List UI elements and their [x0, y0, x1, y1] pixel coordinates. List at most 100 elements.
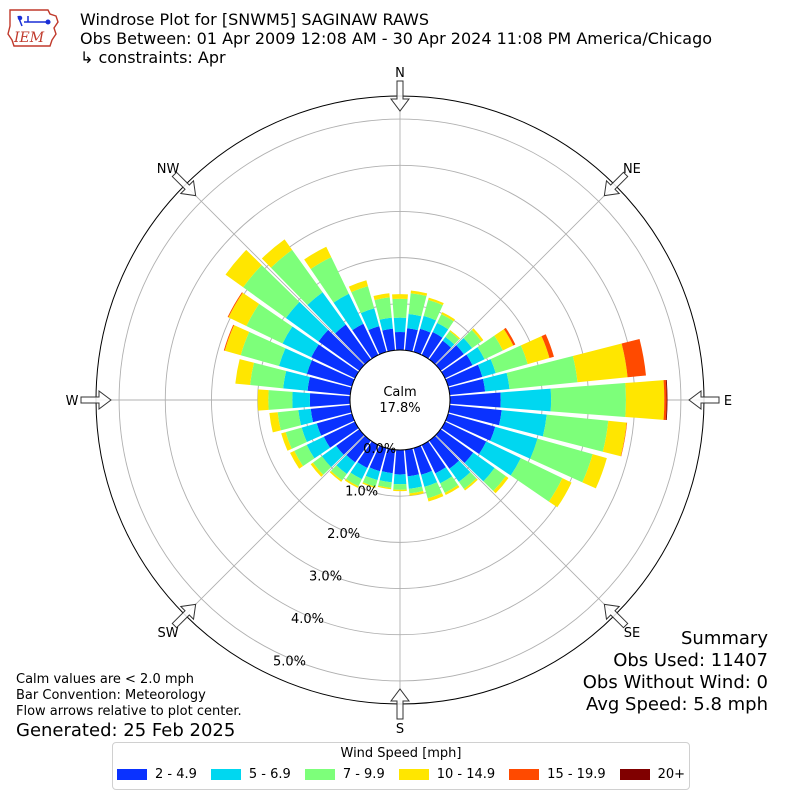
windrose-bar-segment [482, 372, 510, 392]
windrose-bar-segment [483, 467, 506, 492]
windrose-bar-segment [409, 490, 424, 496]
flow-arrow-icon [688, 390, 720, 410]
legend-label: 5 - 6.9 [248, 767, 291, 782]
windrose-bar-segment [520, 336, 550, 365]
windrose-bar-segment [307, 292, 346, 334]
windrose-bar-segment [392, 298, 408, 318]
windrose-bar-segment [294, 444, 315, 467]
windrose-bar-segment [225, 249, 262, 288]
windrose-bar-segment [282, 326, 319, 358]
direction-label-s: S [396, 722, 404, 737]
windrose-bar-segment [365, 467, 380, 481]
windrose-bar-segment [477, 359, 496, 377]
windrose-bar-segment [377, 485, 392, 490]
windrose-bar-segment [423, 299, 443, 321]
windrose-bar-segment [292, 391, 311, 409]
legend-label: 15 - 19.9 [547, 767, 606, 782]
windrose-bar-segment [663, 380, 667, 420]
flow-arrow-icon [390, 80, 410, 112]
windrose-bar-segment [223, 324, 235, 351]
windrose-bar-segment [379, 471, 393, 483]
summary-obs-without-wind: Obs Without Wind: 0 [582, 672, 768, 693]
flow-arrow-icon [603, 603, 629, 629]
windrose-bar-segment [456, 337, 473, 355]
direction-label-w: W [66, 394, 79, 409]
radial-tick-label: 5.0% [273, 654, 306, 669]
generated-date: Generated: 25 Feb 2025 [16, 720, 236, 741]
windrose-bar-segment [466, 347, 485, 366]
windrose-bar-segment [357, 441, 379, 468]
windrose-bar-segment [548, 478, 572, 508]
legend-title: Wind Speed [mph] [340, 746, 462, 761]
direction-label-ne: NE [623, 162, 641, 177]
windrose-bar-segment [445, 413, 496, 441]
legend-label: 7 - 9.9 [342, 767, 385, 782]
windrose-bar-segment [310, 404, 352, 423]
windrose-bar-segment [428, 297, 444, 306]
windrose-bar-segment [323, 421, 359, 448]
windrose-bar-segment [471, 328, 484, 342]
legend: Wind Speed [mph] 2 - 4.9 5 - 6.9 7 - 9.9 10… [112, 742, 690, 790]
summary-heading: Summary [681, 628, 768, 649]
windrose-bar-segment [306, 360, 355, 387]
windrose-bar-segment [408, 486, 424, 494]
windrose-bar-segment [435, 429, 474, 463]
windrose-bar-segment [316, 413, 355, 436]
windrose-bar-segment [278, 348, 312, 374]
windrose-bar-segment [306, 436, 331, 459]
windrose-bar-segment [250, 362, 287, 389]
legend-label: 20+ [657, 767, 686, 782]
radial-tick-label: 4.0% [291, 612, 324, 627]
direction-label-nw: NW [157, 162, 180, 177]
windrose-bar-segment [458, 472, 477, 489]
windrose-bar-segment [283, 370, 310, 391]
direction-label-e: E [724, 394, 732, 409]
grid-spoke [184, 435, 365, 616]
windrose-bar-segment [582, 454, 607, 489]
windrose-bar-segment [277, 410, 301, 431]
windrose-bar-segment [393, 489, 407, 492]
grid-spoke [435, 184, 616, 365]
windrose-bar-segment [621, 338, 646, 378]
bar-convention-note: Bar Convention: Meteorology [16, 688, 206, 703]
windrose-bars [223, 239, 668, 508]
windrose-bar-segment [369, 445, 387, 472]
windrose-bar-segment [393, 317, 407, 333]
legend-item: 2 - 4.9 [117, 767, 197, 782]
windrose-bar-segment [311, 344, 359, 379]
windrose-bar-segment [381, 448, 396, 474]
windrose-bar-segment [379, 317, 393, 331]
windrose-bar-segment [333, 293, 364, 331]
legend-item: 20+ [619, 767, 686, 782]
windrose-bar-segment [243, 265, 300, 319]
flow-arrows-note: Flow arrows relative to plot center. [16, 704, 242, 719]
windrose-bar-segment [382, 328, 396, 352]
windrose-bar-segment [445, 364, 483, 387]
windrose-bar-segment [530, 438, 593, 483]
windrose-bar-segment [490, 426, 538, 459]
legend-swatch [509, 769, 540, 780]
windrose-bar-segment [321, 445, 344, 468]
windrose-bar-segment [420, 315, 436, 333]
windrose-bar-segment [408, 293, 427, 317]
windrose-bar-segment [448, 404, 502, 426]
windrose-bar-segment [503, 327, 516, 346]
legend-swatch [210, 769, 241, 780]
windrose-bar-segment [261, 239, 293, 268]
windrose-bar-segment [268, 390, 293, 410]
legend-item: 15 - 19.9 [509, 767, 606, 782]
windrose-bar-segment [429, 435, 460, 469]
grid-spoke [435, 435, 616, 616]
radial-tick-label: 2.0% [327, 527, 360, 542]
windrose-bar-segment [224, 325, 250, 356]
windrose-bar-segment [449, 392, 501, 408]
calm-value: 17.8% [379, 401, 420, 416]
windrose-bar-segment [246, 303, 293, 344]
windrose-bar-segment [435, 345, 464, 371]
windrose-bar-segment [362, 482, 376, 489]
flow-arrow-icon [171, 171, 197, 197]
windrose-bar-segment [479, 441, 521, 476]
windrose-bar-segment [429, 340, 452, 365]
windrose-bar-segment [464, 452, 495, 482]
windrose-bar-segment [290, 450, 303, 469]
